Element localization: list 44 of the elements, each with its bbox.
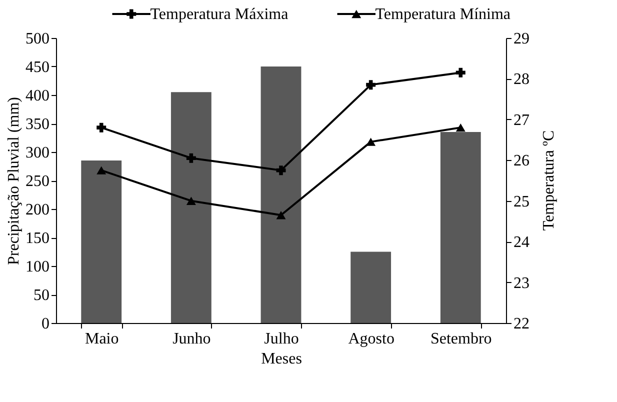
y-tick-label: 100	[26, 258, 50, 276]
y2-tick-label: 26	[514, 152, 530, 170]
y2-tick-label: 23	[514, 274, 530, 292]
y-tick-label: 500	[26, 30, 50, 48]
y-tick-label: 300	[26, 144, 50, 162]
x-tick-label: Junho	[172, 330, 211, 348]
bar	[260, 66, 302, 323]
y2-tick-label: 24	[514, 234, 530, 252]
y-tick-label: 450	[26, 59, 50, 76]
point	[186, 196, 196, 205]
point	[186, 153, 196, 163]
point	[276, 211, 286, 220]
bar	[81, 160, 122, 323]
y2-tick-label: 22	[514, 316, 530, 332]
x-tick-label: Julho	[264, 330, 299, 348]
bar	[170, 92, 212, 323]
y2-tick-label: 25	[514, 193, 530, 210]
y2-tick-label: 29	[514, 30, 530, 48]
y-tick-label: 200	[26, 202, 50, 218]
y-tick-label: 0	[42, 316, 50, 332]
y2-tick-label: 28	[514, 71, 530, 88]
y-tick-label: 150	[26, 230, 50, 247]
bar	[440, 132, 481, 323]
x-tick-label: Setembro	[430, 330, 492, 348]
y-tick-label: 50	[34, 287, 50, 304]
point	[456, 68, 466, 78]
y2-tick-label: 27	[514, 112, 530, 129]
y-tick-label: 250	[26, 173, 50, 190]
point	[366, 138, 376, 146]
bar	[350, 252, 392, 323]
x-tick-label: Agosto	[348, 330, 394, 348]
y-tick-label: 400	[26, 88, 50, 104]
x-tick-label: Maio	[84, 330, 119, 348]
x-axis-title: Meses	[261, 350, 302, 368]
legend-label: Temperatura Máxima	[150, 6, 288, 23]
point	[96, 122, 106, 132]
point	[276, 166, 286, 176]
y-tick-label: 350	[26, 116, 50, 133]
y2-axis-title: Temperatura ºC	[540, 130, 558, 231]
point	[456, 123, 466, 132]
point	[96, 166, 106, 174]
point	[366, 80, 376, 90]
y-axis-title: Precipitação Pluvial (mm)	[6, 97, 22, 265]
legend-label: Temperatura Mínima	[375, 6, 511, 23]
